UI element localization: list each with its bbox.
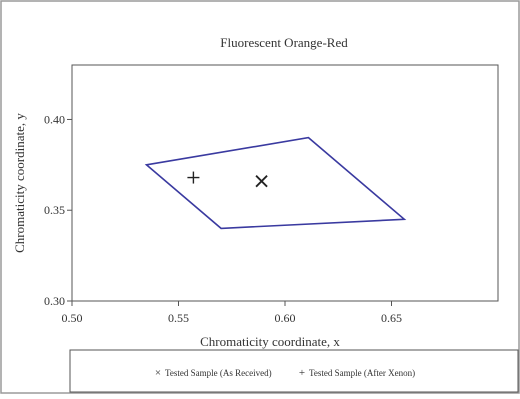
y-tick-label: 0.30	[44, 294, 65, 308]
x-tick-label: 0.60	[275, 311, 296, 325]
y-tick-label: 0.35	[44, 203, 65, 217]
x-tick-label: 0.55	[168, 311, 189, 325]
x-axis-ticks: 0.50 0.55 0.60 0.65	[62, 301, 402, 325]
legend: × Tested Sample (As Received) + Tested S…	[69, 349, 519, 393]
marker-after-xenon	[187, 171, 200, 184]
legend-marker-as-received: ×	[155, 367, 161, 379]
legend-label-after-xenon: Tested Sample (After Xenon)	[309, 368, 415, 378]
data-markers	[187, 171, 268, 188]
chart-title: Fluorescent Orange-Red	[220, 35, 348, 50]
marker-as-received	[255, 175, 268, 188]
y-axis-ticks: 0.30 0.35 0.40	[44, 112, 72, 308]
legend-marker-after-xenon: +	[299, 367, 305, 379]
y-tick-label: 0.40	[44, 112, 65, 126]
y-axis-label: Chromaticity coordinate, y	[12, 113, 27, 253]
legend-box	[69, 349, 519, 393]
x-axis-label: Chromaticity coordinate, x	[200, 334, 340, 349]
x-tick-label: 0.50	[62, 311, 83, 325]
x-tick-label: 0.65	[381, 311, 402, 325]
color-boundary-polygon	[144, 136, 407, 230]
legend-label-as-received: Tested Sample (As Received)	[165, 368, 272, 378]
